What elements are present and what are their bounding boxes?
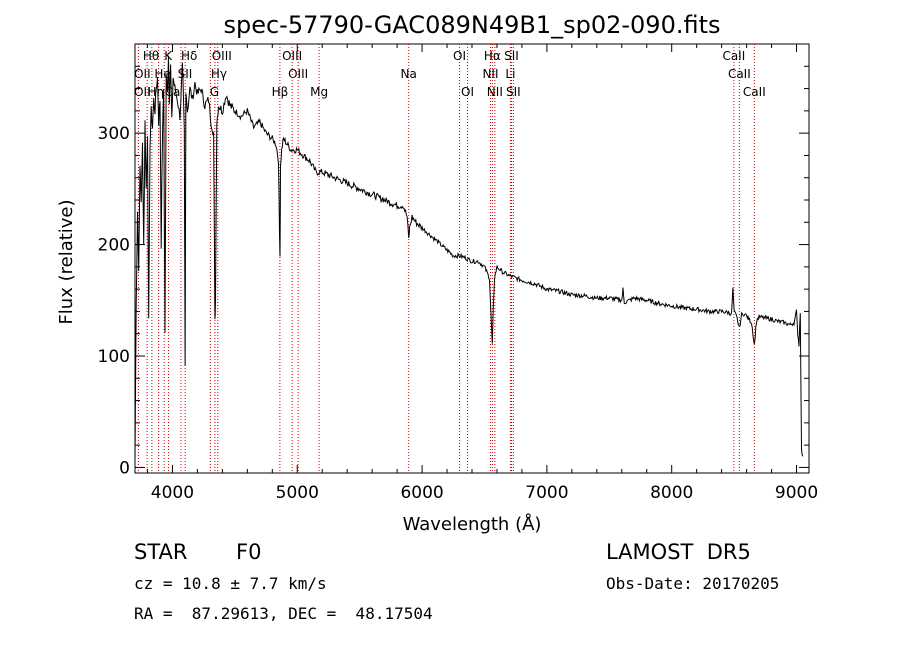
line-id-label: SII: [506, 85, 521, 99]
line-id-label: OIII: [282, 49, 302, 63]
line-id-label: SII: [178, 67, 193, 81]
survey-release: LAMOST DR5: [606, 540, 751, 564]
sky-coordinates: RA = 87.29613, DEC = 48.17504: [134, 604, 433, 623]
x-tick-label: 4000: [151, 483, 194, 503]
line-id-label: NII: [482, 67, 498, 81]
line-id-label: Hβ: [272, 85, 289, 99]
object-subclass: F0: [236, 540, 262, 564]
plot-frame: [134, 43, 810, 474]
y-tick-label: 100: [98, 347, 130, 367]
chart-title: spec-57790-GAC089N49B1_sp02-090.fits: [223, 11, 720, 39]
line-id-label: Hθ: [143, 49, 159, 63]
line-id-label: SII: [504, 49, 519, 63]
line-id-label: OII: [134, 67, 151, 81]
line-id-label: OIII: [288, 67, 308, 81]
y-tick-label: 0: [119, 458, 130, 478]
line-id-label: Mg: [310, 85, 328, 99]
x-tick-label: 7000: [525, 483, 568, 503]
line-id-label: Hδ: [181, 49, 197, 63]
line-id-label: CaII: [743, 85, 766, 99]
spectrum-series-0: [134, 55, 804, 463]
line-id-label: NII: [487, 85, 503, 99]
line-id-label: CaII: [722, 49, 745, 63]
x-tick-label: 9000: [775, 483, 818, 503]
line-id-label: OI: [461, 85, 474, 99]
redshift-velocity: cz = 10.8 ± 7.7 km/s: [134, 574, 327, 593]
line-id-label: CaII: [728, 67, 751, 81]
line-id-label: Na: [401, 67, 417, 81]
x-tick-label: 8000: [650, 483, 693, 503]
plot-area: 4000 5000 6000 7000 8000 9000 0 100 200 300 Hβ OIII…: [98, 43, 818, 503]
x-axis-label: Wavelength (Å): [403, 513, 542, 535]
y-axis-label: Flux (relative): [56, 199, 77, 324]
line-id-label: G: [210, 85, 219, 99]
x-tick-label: 5000: [276, 483, 319, 503]
line-id-label: Li: [505, 67, 515, 81]
y-tick-label: 300: [98, 124, 130, 144]
line-id-label: OI: [453, 49, 466, 63]
line-id-label: OII: [134, 85, 151, 99]
line-id-label: Hγ: [211, 67, 227, 81]
line-id-label: OIII: [212, 49, 232, 63]
y-tick-label: 200: [98, 236, 130, 256]
x-tick-label: 6000: [400, 483, 443, 503]
object-class: STAR: [134, 540, 188, 564]
observation-date: Obs-Date: 20170205: [606, 574, 780, 593]
line-id-label: Hα: [484, 49, 501, 63]
